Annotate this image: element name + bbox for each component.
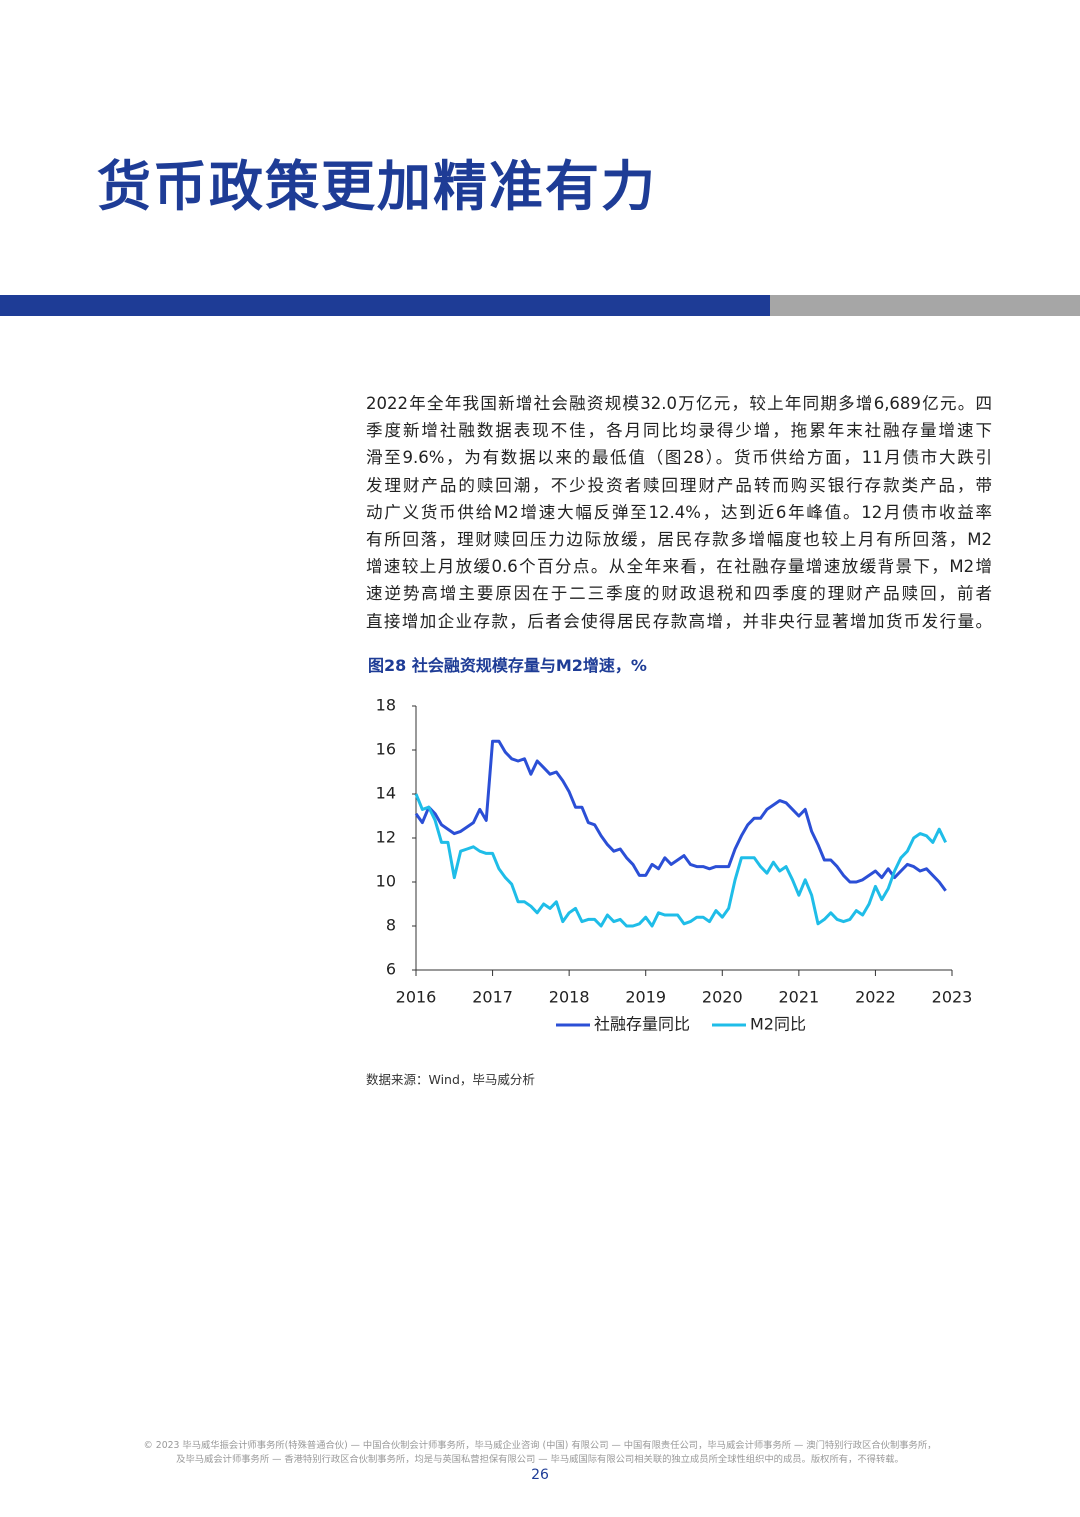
x-tick-label: 2021	[778, 988, 819, 1007]
text-line: 季度新增社融数据表现不佳，各月同比均录得少增，拖累年末社融存量增速下	[366, 421, 992, 441]
x-tick-label: 2016	[396, 988, 437, 1007]
paragraph: 2022年全年我国新增社会融资规模32.0万亿元，较上年同期多增6,689亿元。…	[366, 390, 992, 635]
text-line: 发理财产品的赎回潮，不少投资者赎回理财产品转而购买银行存款类产品，带	[366, 475, 992, 495]
y-tick-label: 12	[376, 828, 396, 847]
text-line: 直接增加企业存款，后者会使得居民存款高增，并非央行显著增加货币发行量。	[366, 611, 992, 631]
text-line: 有所回落，理财赎回压力边际放缓，居民存款多增幅度也较上月有所回落，M2	[366, 529, 992, 549]
footer-line: 及毕马威会计师事务所 — 香港特别行政区合伙制事务所，均是与英国私营担保有限公司…	[176, 1454, 904, 1465]
y-tick-label: 16	[376, 740, 396, 759]
text-line: 速逆势高增主要原因在于二三季度的财政退税和四季度的理财产品赎回，前者	[366, 584, 992, 604]
x-tick-label: 2020	[702, 988, 743, 1007]
page-title: 货币政策更加精准有力	[97, 155, 657, 218]
footer-line: © 2023 毕马威华振会计师事务所(特殊普通合伙) — 中国合伙制会计师事务所…	[143, 1440, 937, 1451]
text-line: 滑至9.6%，为有数据以来的最低值（图28）。货币供给方面，11月债市大跌引	[366, 448, 992, 468]
series-line	[414, 739, 947, 892]
text-line: 动广义货币供给M2增速大幅反弹至12.4%，达到近6年峰值。12月债市收益率	[366, 502, 992, 522]
x-tick-label: 2018	[549, 988, 590, 1007]
legend-label: 社融存量同比	[594, 1015, 690, 1034]
text-line: 2022年全年我国新增社会融资规模32.0万亿元，较上年同期多增6,689亿元。…	[366, 394, 992, 413]
header-band-grey	[770, 295, 1080, 316]
chart: 6 8 10 12 14 16 18 2016 2017 2018 2019 2020 2021 2022…	[376, 696, 973, 1034]
x-tick-label: 2023	[932, 988, 973, 1007]
y-tick-label: 18	[376, 696, 396, 715]
text-line: 增速较上月放缓0.6个百分点。从全年来看，在社融存量增速放缓背景下，M2增	[366, 557, 992, 577]
y-tick-label: 10	[376, 872, 396, 891]
y-tick-label: 14	[376, 784, 396, 803]
header-band	[0, 295, 770, 316]
source-note: 数据来源：Wind，毕马威分析	[366, 1072, 535, 1087]
figure-caption: 图28 社会融资规模存量与M2增速，%	[368, 656, 647, 675]
y-tick-label: 8	[386, 916, 396, 935]
x-tick-label: 2022	[855, 988, 896, 1007]
y-tick-label: 6	[386, 960, 396, 979]
x-tick-label: 2017	[472, 988, 513, 1007]
legend-label: M2同比	[750, 1015, 806, 1034]
series-line	[414, 793, 947, 928]
page-number: 26	[531, 1467, 549, 1483]
x-tick-label: 2019	[625, 988, 666, 1007]
